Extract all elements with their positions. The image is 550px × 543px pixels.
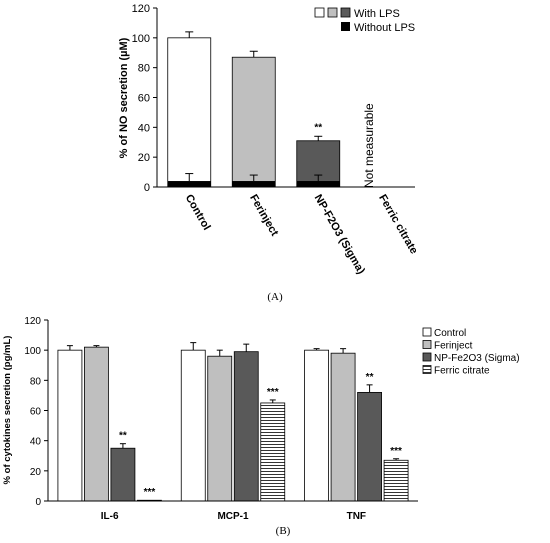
significance-label-b: ** [366,372,374,383]
y-tick-label-b: 120 [24,316,41,327]
y-tick-label-a: 20 [138,152,150,164]
y-tick-label-a: 120 [132,3,150,15]
bar-ferinject [207,355,233,502]
chart-a: ** 0 20 40 60 80 100 120 Control Ferinject NP-F2O… [118,3,420,303]
y-axis-label-b: % of cytokines secretion (pg/mL) [2,336,13,485]
panel-label-b: (B) [276,525,291,537]
legend-swatch-white [314,7,325,18]
legend-swatch-b [422,340,432,349]
bar-control [57,349,83,502]
annotation-not-measurable: Not measurable [362,103,376,188]
bar-with-lps [231,56,276,188]
legend-swatch-dark [340,7,351,18]
category-label-a: Control [183,193,213,233]
bar-ferric-citrate [260,402,286,502]
bar-ferinject [84,346,109,502]
bar-control [304,349,329,502]
y-tick-label-a: 40 [138,122,150,134]
y-tick-label-a: 80 [138,63,150,75]
bar-control [180,349,206,502]
significance-label-b: ** [119,431,127,442]
legend-label-b: Ferric citrate [434,366,490,377]
bar-np-fe2o3-sigma- [110,447,136,502]
y-axis-label-a: % of NO secretion (µM) [118,37,130,158]
legend-swatch-black [341,22,350,31]
legend-label-b: NP-Fe2O3 (Sigma) [434,353,520,364]
category-label-b: MCP-1 [217,511,249,522]
legend-a: With LPS Without LPS [314,7,415,34]
legend-label-b: Control [434,328,466,339]
significance-label-a: ** [314,122,322,133]
y-tick-label-b: 60 [30,407,42,418]
bar-np-fe2o3-sigma- [357,391,382,502]
y-tick-label-b: 40 [30,437,42,448]
category-label-a: NP-F2O3 (Sigma) [312,193,367,277]
bar-without-lps [296,181,340,187]
y-tick-label-b: 80 [30,376,42,387]
legend-swatch-b [422,327,432,337]
bar-np-fe2o3-sigma- [233,351,259,502]
category-label-b: TNF [347,511,366,522]
category-label-a: Ferric citrate [376,193,420,257]
significance-label-b: *** [144,487,156,498]
legend-label-b: Ferinject [434,341,473,352]
significance-label-b: *** [390,446,402,457]
bar-without-lps [167,181,211,187]
legend-label-with-lps: With LPS [354,8,400,20]
legend-swatch-gray [327,7,338,18]
legend-swatch-b [422,365,432,374]
bar-ferinject [330,352,356,502]
y-tick-label-b: 100 [24,346,41,357]
category-label-b: IL-6 [101,511,119,522]
y-tick-label-b: 0 [35,497,41,508]
y-tick-label-a: 60 [138,93,150,105]
y-tick-label-b: 20 [30,467,42,478]
bar-ferric-citrate [383,459,409,502]
legend-swatch-b [422,352,432,362]
bar-with-lps [167,37,212,188]
panel-label-a: (A) [267,291,283,303]
significance-label-b: *** [267,387,279,398]
y-tick-label-a: 0 [144,182,150,194]
bar-without-lps [232,181,276,187]
category-label-a: Ferinject [247,193,280,239]
legend-label-without-lps: Without LPS [354,22,415,34]
y-tick-label-a: 100 [132,33,150,45]
